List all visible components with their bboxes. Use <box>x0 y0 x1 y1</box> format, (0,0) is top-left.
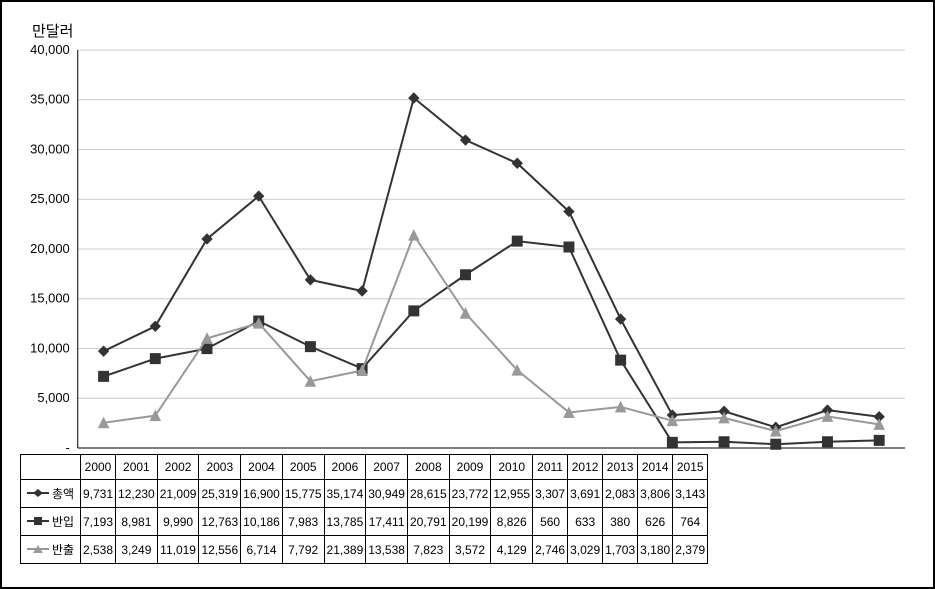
table-header-year: 2001 <box>116 455 158 480</box>
table-row: 총액 9,73112,23021,00925,31916,90015,77535,… <box>21 480 708 508</box>
table-header-blank <box>21 455 81 480</box>
data-cell: 12,230 <box>116 480 158 508</box>
data-cell: 11,019 <box>157 536 199 564</box>
table-header-year: 2012 <box>568 455 603 480</box>
y-axis-unit-label: 만달러 <box>32 20 73 41</box>
data-cell: 30,949 <box>366 480 408 508</box>
data-cell: 3,806 <box>638 480 673 508</box>
table-header-year: 2003 <box>199 455 241 480</box>
table-header-year: 2000 <box>81 455 116 480</box>
table-header-year: 2010 <box>491 455 533 480</box>
data-cell: 2,379 <box>673 536 708 564</box>
data-cell: 3,691 <box>568 480 603 508</box>
data-cell: 20,791 <box>407 508 449 536</box>
data-cell: 560 <box>533 508 568 536</box>
data-cell: 13,785 <box>324 508 366 536</box>
svg-text:5,000: 5,000 <box>37 390 69 405</box>
data-cell: 1,703 <box>603 536 638 564</box>
svg-text:30,000: 30,000 <box>30 141 70 156</box>
svg-text:40,000: 40,000 <box>30 44 70 57</box>
svg-text:15,000: 15,000 <box>30 291 70 306</box>
line-chart-svg: - 5,000 10,000 15,000 20,000 25,000 30,000 35,0… <box>20 44 911 454</box>
data-cell: 2,538 <box>81 536 116 564</box>
table-header-year: 2013 <box>603 455 638 480</box>
series-legend-cell: 반출 <box>21 536 81 564</box>
data-cell: 2,746 <box>533 536 568 564</box>
data-cell: 25,319 <box>199 480 241 508</box>
data-cell: 380 <box>603 508 638 536</box>
table-header-year: 2014 <box>638 455 673 480</box>
data-cell: 3,249 <box>116 536 158 564</box>
series-name: 반입 <box>52 515 74 529</box>
data-cell: 8,826 <box>491 508 533 536</box>
data-cell: 16,900 <box>241 480 283 508</box>
data-cell: 13,538 <box>366 536 408 564</box>
data-cell: 4,129 <box>491 536 533 564</box>
chart-plot-area: - 5,000 10,000 15,000 20,000 25,000 30,000 35,0… <box>20 44 911 454</box>
data-cell: 23,772 <box>449 480 491 508</box>
legend-marker-icon <box>27 516 49 526</box>
svg-text:-: - <box>65 440 69 454</box>
table-header-year: 2011 <box>533 455 568 480</box>
table-header-year: 2002 <box>157 455 199 480</box>
data-cell: 7,983 <box>282 508 324 536</box>
table-header-year: 2006 <box>324 455 366 480</box>
data-cell: 21,389 <box>324 536 366 564</box>
table-header-row: 2000200120022003200420052006200720082009… <box>21 455 708 480</box>
data-cell: 20,199 <box>449 508 491 536</box>
data-cell: 21,009 <box>157 480 199 508</box>
table-header-year: 2005 <box>282 455 324 480</box>
data-cell: 9,990 <box>157 508 199 536</box>
series-name: 총액 <box>52 487 74 501</box>
data-cell: 12,556 <box>199 536 241 564</box>
data-cell: 8,981 <box>116 508 158 536</box>
data-cell: 28,615 <box>407 480 449 508</box>
data-cell: 3,029 <box>568 536 603 564</box>
data-cell: 12,763 <box>199 508 241 536</box>
data-cell: 35,174 <box>324 480 366 508</box>
chart-container: 만달러 - 5,000 10,000 15,000 20,000 25,000 30,000… <box>0 0 935 589</box>
table-header-year: 2004 <box>241 455 283 480</box>
table-row: 반입 7,1938,9819,99012,76310,1867,98313,785… <box>21 508 708 536</box>
data-cell: 3,180 <box>638 536 673 564</box>
series-legend-cell: 총액 <box>21 480 81 508</box>
data-cell: 17,411 <box>366 508 408 536</box>
svg-text:25,000: 25,000 <box>30 191 70 206</box>
legend-marker-icon <box>27 488 49 498</box>
data-cell: 626 <box>638 508 673 536</box>
data-cell: 6,714 <box>241 536 283 564</box>
data-cell: 764 <box>673 508 708 536</box>
data-cell: 15,775 <box>282 480 324 508</box>
data-cell: 7,823 <box>407 536 449 564</box>
svg-text:20,000: 20,000 <box>30 241 70 256</box>
data-cell: 10,186 <box>241 508 283 536</box>
table-header-year: 2008 <box>407 455 449 480</box>
table-header-year: 2015 <box>673 455 708 480</box>
data-cell: 7,193 <box>81 508 116 536</box>
data-cell: 633 <box>568 508 603 536</box>
data-cell: 12,955 <box>491 480 533 508</box>
data-cell: 7,792 <box>282 536 324 564</box>
data-table: 2000200120022003200420052006200720082009… <box>20 454 708 564</box>
svg-text:10,000: 10,000 <box>30 340 70 355</box>
svg-text:35,000: 35,000 <box>30 92 70 107</box>
table-row: 반출 2,5383,24911,01912,5566,7147,79221,389… <box>21 536 708 564</box>
series-legend-cell: 반입 <box>21 508 81 536</box>
series-name: 반출 <box>52 543 74 557</box>
data-cell: 9,731 <box>81 480 116 508</box>
legend-marker-icon <box>27 544 49 554</box>
table-header-year: 2009 <box>449 455 491 480</box>
data-cell: 3,572 <box>449 536 491 564</box>
data-cell: 3,143 <box>673 480 708 508</box>
table-header-year: 2007 <box>366 455 408 480</box>
data-cell: 2,083 <box>603 480 638 508</box>
data-cell: 3,307 <box>533 480 568 508</box>
